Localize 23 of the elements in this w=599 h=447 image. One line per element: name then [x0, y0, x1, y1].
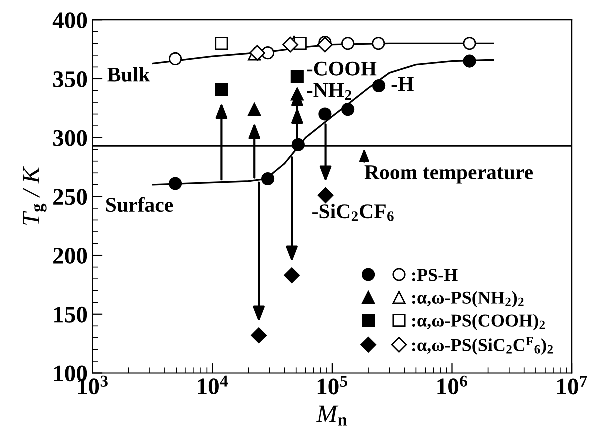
annotation: -NH$_{2}$ — [307, 84, 352, 100]
annotation: -H — [392, 77, 414, 92]
y-tick-label: 200 — [54, 248, 88, 264]
y-axis-title: T$_{g}$ / K — [23, 166, 47, 225]
legend-label: :α,ω-PS(COOH)$_{2}$ — [412, 314, 545, 331]
y-tick-label: 350 — [53, 71, 88, 88]
y-tick-label: 300 — [53, 130, 88, 146]
x-axis-title: M$_{n}$ — [316, 406, 348, 426]
annotation: Bulk — [108, 67, 150, 82]
x-tick-label: 10$^{5}$ — [318, 376, 348, 395]
y-tick-label: 150 — [54, 306, 88, 323]
x-tick-label: 10$^{4}$ — [198, 376, 228, 395]
annotation: -SiC$_{2}$CF$_{6}$ — [312, 204, 394, 222]
annotation: -COOH — [307, 62, 377, 76]
x-tick-label: 10$^{6}$ — [438, 376, 468, 395]
legend-label: :α,ω-PS(SiC$_{2}$C$^{F}$$_{6}$)$_{2}$ — [412, 337, 553, 356]
y-tick-label: 250 — [54, 189, 88, 206]
legend-label: :α,ω-PS(NH$_{2}$)$_{2}$ — [412, 291, 524, 308]
x-tick-label: 10$^{7}$ — [558, 376, 588, 395]
legend-label: Room temperature — [364, 166, 534, 184]
legend-label: :PS-H — [412, 269, 458, 282]
annotation: Surface — [106, 197, 174, 212]
y-tick-label: 400 — [52, 12, 88, 29]
